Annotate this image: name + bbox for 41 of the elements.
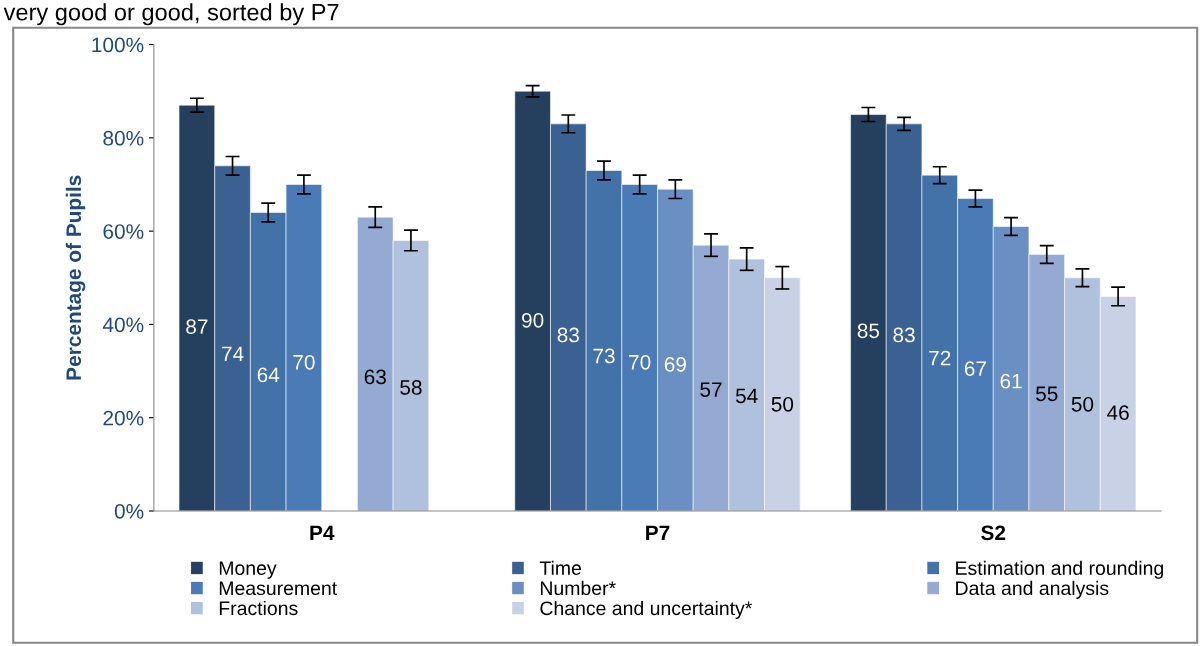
legend-label: Money xyxy=(219,561,277,579)
legend-label: Data and analysis xyxy=(956,580,1109,599)
data-label: 90 xyxy=(522,312,544,328)
data-label: 58 xyxy=(400,380,422,395)
data-label: 83 xyxy=(557,327,579,343)
data-label: 67 xyxy=(964,361,986,376)
data-label: 46 xyxy=(1107,405,1129,421)
x-tick-label: S2 xyxy=(981,525,1006,541)
data-label: 85 xyxy=(857,323,880,339)
data-label: 70 xyxy=(293,354,315,370)
data-label: 87 xyxy=(186,319,208,334)
legend-label: Chance and uncertainty* xyxy=(540,600,753,620)
data-label: 69 xyxy=(664,357,686,372)
chart-title: very good or good, sorted by P7 xyxy=(3,3,339,26)
y-tick-label: 60% xyxy=(103,224,144,239)
y-tick-label: 20% xyxy=(103,410,144,426)
data-label: 54 xyxy=(735,388,758,404)
y-tick-label: 100% xyxy=(92,37,144,53)
legend-label: Measurement xyxy=(219,581,338,596)
data-label: 72 xyxy=(929,350,951,366)
data-label: 55 xyxy=(1036,386,1058,402)
data-label: 73 xyxy=(593,348,615,364)
y-tick-label: 0% xyxy=(114,503,144,519)
y-tick-label: 40% xyxy=(102,317,144,333)
data-label: 63 xyxy=(364,369,386,385)
data-label: 57 xyxy=(700,382,722,397)
y-axis-title: Percentage of Pupils xyxy=(65,175,86,380)
data-label: 74 xyxy=(222,346,244,362)
legend-label: Estimation and rounding xyxy=(956,560,1163,579)
data-label: 64 xyxy=(257,367,280,383)
legend-label: Fractions xyxy=(219,600,298,616)
legend-label: Time xyxy=(539,560,581,576)
data-label: 70 xyxy=(629,354,651,370)
x-tick-label: P7 xyxy=(646,525,670,540)
data-label: 61 xyxy=(1000,373,1022,389)
x-tick-label: P4 xyxy=(310,525,335,540)
data-label: 83 xyxy=(893,327,915,343)
y-tick-label: 80% xyxy=(103,130,144,146)
data-label: 50 xyxy=(771,396,794,412)
data-label: 50 xyxy=(1071,396,1094,412)
legend-label: Number* xyxy=(540,580,616,596)
